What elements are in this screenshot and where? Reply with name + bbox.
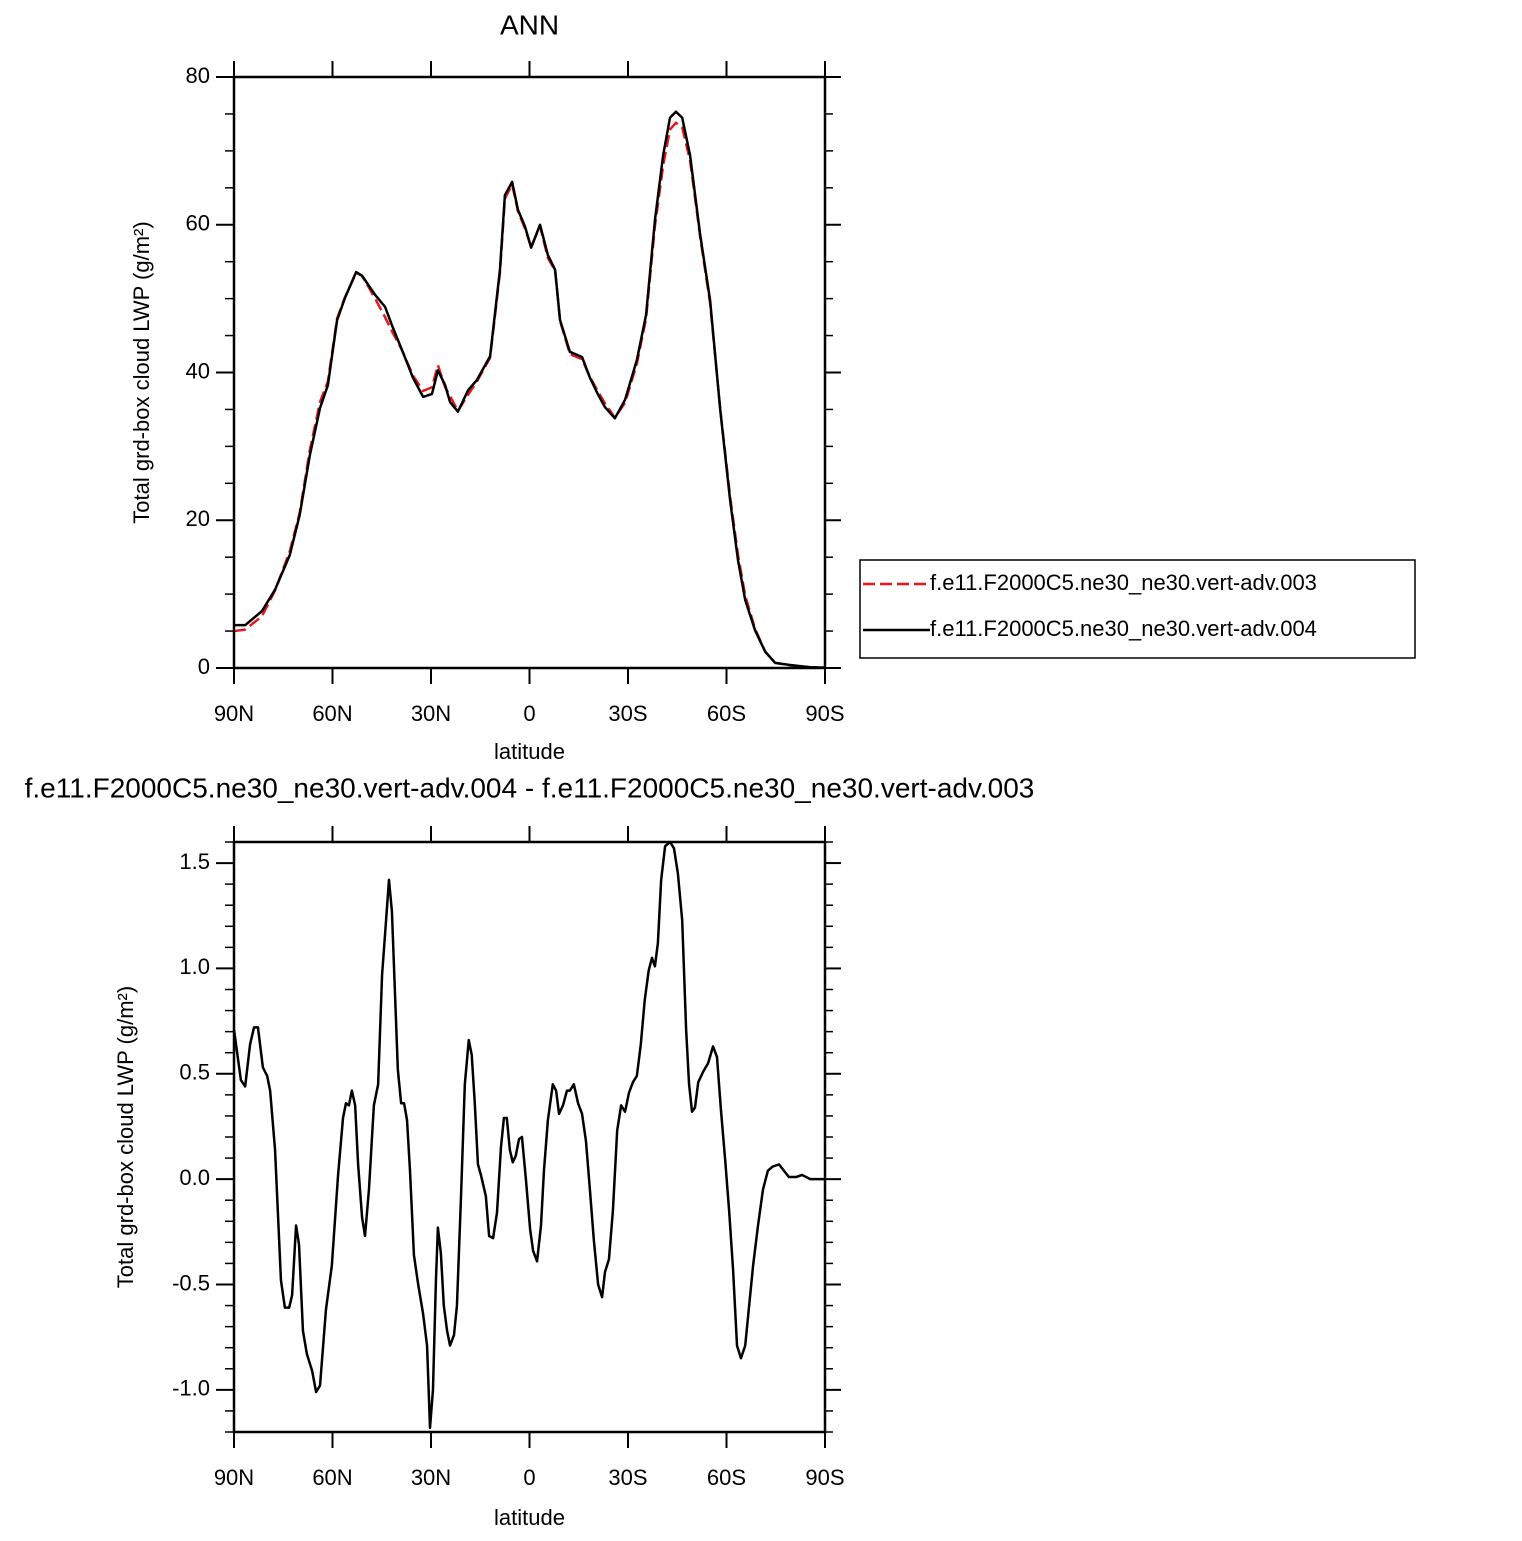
y-tick-label: 1.5 (179, 849, 210, 874)
y-axis-label: Total grd-box cloud LWP (g/m²) (113, 986, 138, 1288)
chart-title: ANN (500, 9, 559, 40)
y-tick-label: 0.0 (179, 1165, 210, 1190)
y-tick-label: 80 (186, 63, 210, 88)
x-tick-label: 30S (608, 1465, 647, 1490)
plot-frame (232, 75, 827, 670)
y-tick-label: 0 (198, 654, 210, 679)
y-tick-label: 40 (186, 358, 210, 383)
legend-label: f.e11.F2000C5.ne30_ne30.vert-adv.003 (930, 570, 1317, 595)
data-line (232, 840, 825, 1430)
x-tick-label: 0 (523, 701, 535, 726)
y-tick-label: 20 (186, 506, 210, 531)
chart-title: f.e11.F2000C5.ne30_ne30.vert-adv.004 - f… (25, 772, 1035, 803)
y-tick-label: 1.0 (179, 954, 210, 979)
x-tick-label: 90N (214, 701, 254, 726)
x-tick-label: 0 (523, 1465, 535, 1490)
x-tick-label: 60S (707, 701, 746, 726)
x-tick-label: 60N (312, 701, 352, 726)
x-tick-label: 30S (608, 701, 647, 726)
data-line (234, 110, 826, 669)
x-tick-label: 90N (214, 1465, 254, 1490)
x-axis-label: latitude (494, 739, 565, 764)
y-tick-label: 0.5 (179, 1060, 210, 1085)
y-tick-label: -1.0 (172, 1376, 210, 1401)
x-tick-label: 90S (805, 1465, 844, 1490)
y-axis-label: Total grd-box cloud LWP (g/m²) (129, 221, 154, 523)
x-tick-label: 30N (411, 701, 451, 726)
y-tick-label: -0.5 (172, 1270, 210, 1295)
x-axis-label: latitude (494, 1505, 565, 1530)
plot-frame (232, 840, 827, 1434)
y-tick-label: 60 (186, 211, 210, 236)
x-tick-label: 60S (707, 1465, 746, 1490)
x-tick-label: 60N (312, 1465, 352, 1490)
x-tick-label: 90S (805, 701, 844, 726)
x-tick-label: 30N (411, 1465, 451, 1490)
legend-box (859, 559, 1416, 659)
legend-label: f.e11.F2000C5.ne30_ne30.vert-adv.004 (930, 616, 1317, 641)
data-line (233, 121, 826, 669)
